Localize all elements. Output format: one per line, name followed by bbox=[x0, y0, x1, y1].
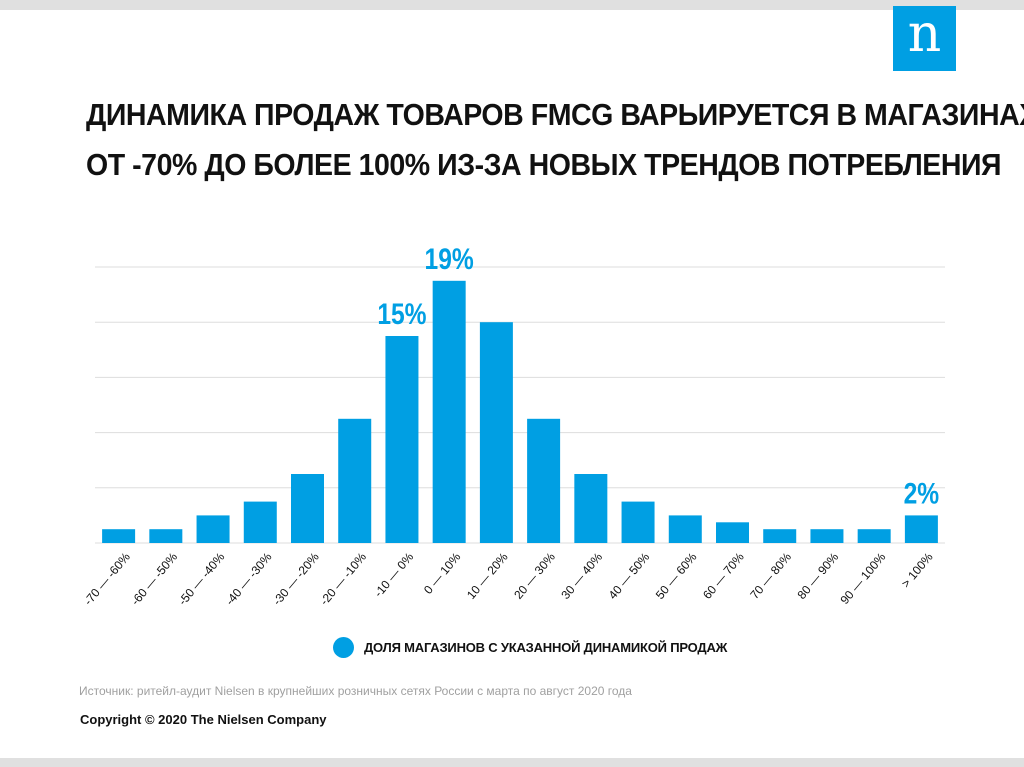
bar bbox=[385, 336, 419, 543]
x-tick-label: 20 — 30% bbox=[511, 550, 558, 602]
nielsen-logo: n bbox=[893, 6, 956, 71]
top-border bbox=[0, 0, 1024, 10]
x-tick-label: 60 — 70% bbox=[700, 550, 747, 602]
bar bbox=[904, 515, 938, 543]
page-title: Динамика продаж товаров FMCG варьируется… bbox=[86, 90, 1024, 190]
x-tick-label: 40 — 50% bbox=[606, 550, 653, 602]
bar bbox=[102, 529, 136, 543]
source-note: Источник: ритейл-аудит Nielsen в крупней… bbox=[79, 684, 632, 698]
bar bbox=[243, 501, 277, 543]
legend-swatch-icon bbox=[333, 636, 354, 658]
bar bbox=[291, 474, 324, 543]
x-tick-label: -60 — -50% bbox=[128, 550, 180, 608]
legend-label: Доля магазинов с указанной динамикой про… bbox=[364, 639, 728, 655]
x-axis-tick-labels: -70 — -60%-60 — -50%-50 — -40%-40 — -30%… bbox=[81, 550, 936, 608]
bar bbox=[527, 418, 561, 543]
data-label: 19% bbox=[425, 241, 474, 275]
data-label: 2% bbox=[904, 476, 940, 510]
data-labels: 15% 19% 2% bbox=[377, 241, 939, 510]
bar bbox=[149, 529, 183, 543]
x-tick-label: 70 — 80% bbox=[747, 550, 794, 602]
x-tick-label: 90 — 100% bbox=[837, 550, 888, 607]
bar bbox=[668, 515, 702, 543]
x-tick-label: -70 — -60% bbox=[81, 550, 133, 608]
x-tick-label: -50 — -40% bbox=[175, 550, 227, 608]
copyright: Copyright © 2020 The Nielsen Company bbox=[80, 712, 327, 727]
bar bbox=[810, 529, 844, 543]
x-tick-label: -30 — -20% bbox=[270, 550, 322, 608]
gridlines bbox=[95, 266, 945, 544]
title-line-1: Динамика продаж товаров FMCG варьируется… bbox=[86, 97, 1024, 132]
x-tick-label: -10 — 0% bbox=[371, 550, 416, 600]
bar bbox=[621, 501, 655, 543]
bar bbox=[432, 280, 466, 543]
bar bbox=[196, 515, 230, 543]
title-line-2: от -70% до более 100% из-за новых трендо… bbox=[86, 147, 1002, 182]
x-tick-label: -40 — -30% bbox=[223, 550, 275, 608]
bar bbox=[857, 529, 891, 543]
bar bbox=[338, 418, 372, 543]
bar bbox=[763, 529, 797, 543]
x-tick-label: 10 — 20% bbox=[464, 550, 511, 602]
data-label: 15% bbox=[377, 297, 426, 331]
x-tick-label: 50 — 60% bbox=[653, 550, 700, 602]
x-tick-label: 30 — 40% bbox=[558, 550, 605, 602]
chart-legend: Доля магазинов с указанной динамикой про… bbox=[333, 636, 727, 658]
bar-chart: 15%19%2% -70 — -60%-60 — -50%-50 — -40%-… bbox=[81, 241, 945, 608]
bar bbox=[716, 522, 749, 543]
x-tick-label: -20 — -10% bbox=[317, 550, 369, 608]
x-tick-label: 80 — 90% bbox=[794, 550, 841, 602]
bottom-border bbox=[0, 758, 1024, 767]
bar bbox=[479, 322, 513, 543]
bars bbox=[102, 280, 938, 543]
bar bbox=[574, 474, 608, 543]
x-tick-label: 0 — 10% bbox=[421, 550, 464, 597]
x-tick-label: > 100% bbox=[899, 550, 936, 591]
